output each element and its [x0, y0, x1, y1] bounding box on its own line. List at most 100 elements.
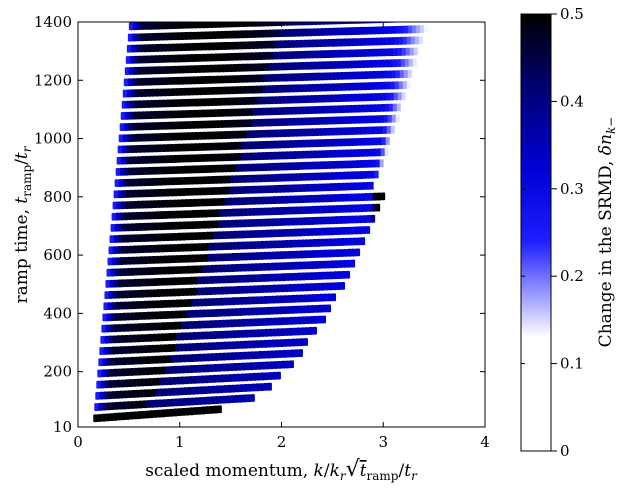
- fringe-cell: [126, 312, 132, 321]
- fringe-cell: [395, 158, 401, 167]
- fringe-cell: [188, 243, 194, 252]
- fringe-cell: [294, 128, 300, 137]
- fringe-cell: [278, 129, 284, 138]
- fringe-cell: [325, 50, 331, 58]
- fringe-cell: [146, 178, 152, 186]
- fringe-cell: [403, 70, 409, 78]
- fringe-cell: [314, 128, 320, 137]
- fringe-cell: [141, 100, 147, 109]
- fringe-cell: [397, 48, 403, 56]
- fringe-cell: [224, 64, 230, 73]
- fringe-cell: [182, 176, 188, 185]
- fringe-cell: [318, 172, 324, 181]
- fringe-cell: [250, 307, 256, 316]
- fringe-cell: [343, 116, 349, 125]
- fringe-cell: [142, 311, 148, 320]
- fringe-cell: [110, 357, 115, 366]
- fringe-cell: [120, 335, 125, 343]
- fringe-cell: [237, 319, 243, 327]
- fringe-cell: [399, 25, 405, 34]
- fringe-cell: [307, 161, 313, 170]
- fringe-cell: [355, 248, 361, 257]
- fringe-cell: [253, 52, 259, 61]
- fringe-cell: [156, 244, 162, 253]
- fringe-cell: [252, 152, 258, 161]
- fringe-cell: [301, 139, 307, 148]
- fringe-cell: [147, 77, 153, 86]
- fringe-cell: [332, 61, 338, 69]
- fringe-cell: [147, 300, 153, 309]
- fringe-cell: [314, 304, 320, 313]
- fringe-cell: [231, 164, 237, 173]
- fringe-cell: [283, 206, 289, 215]
- fringe-cell: [264, 22, 270, 27]
- fringe-cell: [300, 22, 306, 26]
- fringe-cell: [409, 47, 415, 56]
- fringe-cell: [351, 248, 357, 257]
- fringe-cell: [226, 352, 231, 361]
- fringe-cell: [293, 51, 299, 59]
- fringe-cell: [108, 380, 113, 388]
- fringe-cell: [120, 201, 126, 210]
- fringe-cell: [189, 98, 195, 107]
- fringe-cell: [407, 25, 413, 34]
- fringe-cell: [249, 274, 255, 283]
- fringe-cell: [299, 206, 305, 215]
- fringe-cell: [219, 341, 224, 350]
- fringe-cell: [271, 74, 277, 82]
- fringe-cell: [368, 59, 374, 68]
- fringe-cell: [302, 173, 308, 181]
- fringe-cell: [438, 35, 444, 44]
- fringe-cell: [300, 106, 306, 115]
- fringe-cell: [337, 49, 343, 58]
- fringe-cell: [140, 334, 145, 343]
- fringe-cell: [176, 65, 182, 74]
- fringe-cell: [129, 368, 134, 376]
- fringe-cell: [149, 99, 155, 108]
- fringe-cell: [280, 240, 286, 248]
- fringe-cell: [270, 306, 276, 315]
- fringe-cell: [376, 59, 382, 68]
- fringe-cell: [218, 308, 224, 317]
- fringe-cell: [168, 155, 174, 163]
- fringe-cell: [211, 253, 217, 262]
- fringe-cell: [159, 166, 165, 175]
- fringe-cell: [209, 364, 214, 373]
- fringe-cell: [270, 40, 276, 49]
- fringe-cell: [251, 296, 257, 305]
- fringe-cell: [311, 250, 317, 258]
- fringe-cell: [111, 346, 116, 355]
- fringe-cell: [122, 268, 128, 276]
- fringe-cell: [302, 84, 308, 92]
- fringe-cell: [320, 194, 326, 203]
- fringe-cell: [169, 233, 175, 241]
- fringe-cell: [265, 51, 271, 60]
- fringe-cell: [391, 70, 397, 79]
- fringe-cell: [162, 266, 168, 275]
- fringe-cell: [122, 178, 128, 187]
- fringe-cell: [350, 259, 356, 268]
- fringe-cell: [252, 63, 258, 72]
- fringe-cell: [321, 271, 327, 280]
- fringe-cell: [219, 75, 225, 84]
- fringe-cell: [279, 29, 285, 38]
- fringe-cell: [217, 363, 222, 372]
- fringe-cell: [405, 92, 411, 100]
- fringe-cell: [262, 85, 268, 94]
- fringe-cell: [422, 80, 428, 89]
- fringe-cell: [322, 304, 328, 313]
- fringe-cell: [316, 105, 322, 114]
- fringe-cell: [327, 116, 333, 125]
- fringe-cell: [124, 245, 130, 254]
- fringe-cell: [269, 185, 275, 193]
- fringe-cell: [428, 58, 434, 66]
- fringe-cell: [384, 148, 390, 156]
- fringe-cell: [172, 22, 178, 29]
- fringe-cell: [320, 61, 326, 70]
- fringe-cell: [246, 351, 251, 360]
- fringe-cell: [188, 154, 194, 163]
- fringe-cell: [124, 201, 130, 210]
- fringe-cell: [360, 193, 366, 201]
- fringe-cell: [148, 66, 154, 75]
- fringe-cell: [207, 75, 213, 84]
